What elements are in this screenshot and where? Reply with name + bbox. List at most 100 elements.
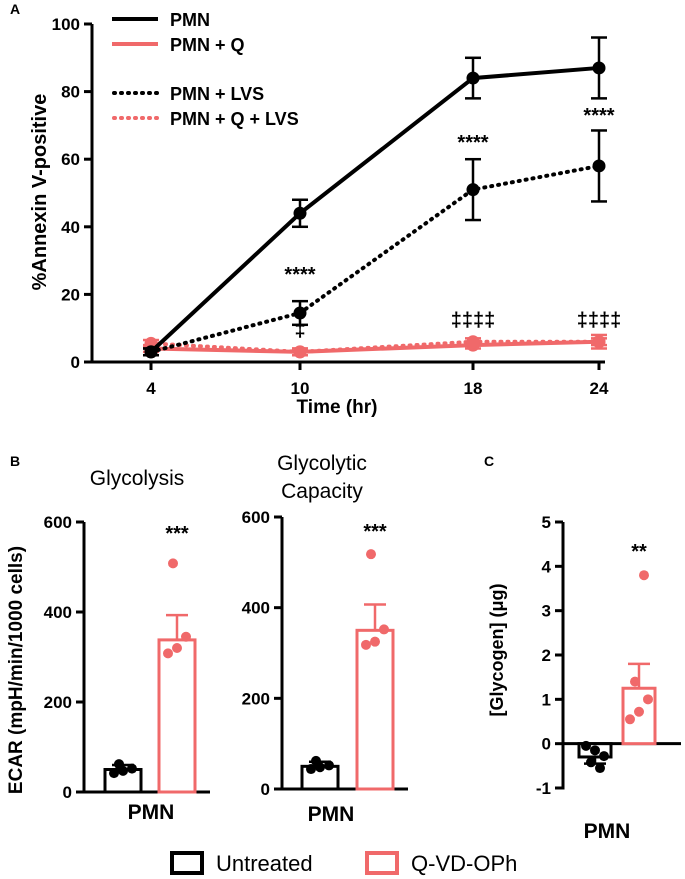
panel-label-c: C xyxy=(484,453,494,469)
panel-label-b: B xyxy=(10,453,20,469)
panel-b1-bar-chart: 0 200 400 600 *** xyxy=(44,513,210,802)
data-point-pmn xyxy=(592,61,606,75)
y-tick-label: 1 xyxy=(542,690,551,709)
y-tick-label: 5 xyxy=(542,513,551,532)
data-point-q-vd-oph xyxy=(361,639,371,650)
legend-label-pmn-q-lvs: PMN + Q + LVS xyxy=(170,109,299,129)
panel-label-a: A xyxy=(10,1,20,17)
y-tick-label: 20 xyxy=(61,285,80,304)
significance-annotation: **** xyxy=(457,132,488,154)
x-tick-label: 18 xyxy=(464,379,483,398)
bar-q-vd-oph xyxy=(157,638,197,794)
data-point-pmn-lvs xyxy=(592,159,606,173)
y-tick-label: 80 xyxy=(61,83,80,102)
y-tick-label: 600 xyxy=(242,508,270,527)
bottom-legend: Untreated Q-VD-OPh xyxy=(170,851,517,876)
y-tick-label: 600 xyxy=(44,513,72,532)
data-point-untreated xyxy=(127,763,137,774)
data-point-untreated xyxy=(114,759,124,770)
legend-label-untreated: Untreated xyxy=(216,851,313,876)
significance-annotation: *** xyxy=(363,521,387,543)
data-point-pmn xyxy=(293,206,307,220)
y-tick-label: 0 xyxy=(71,353,80,372)
y-tick-label: 60 xyxy=(61,150,80,169)
panel-c-ylabel: [Glycogen] (μg) xyxy=(487,583,507,716)
panel-b2-bar-chart: 0 200 400 600 *** xyxy=(242,508,408,799)
y-tick-label: 0 xyxy=(63,783,72,802)
legend-label-pmn: PMN xyxy=(170,10,210,30)
significance-annotation: ‡ xyxy=(294,320,305,342)
legend-label-pmn-q: PMN + Q xyxy=(170,35,245,55)
data-point-pmn xyxy=(466,71,480,85)
panel-b1-xlabel: PMN xyxy=(128,801,175,824)
y-tick-label: -1 xyxy=(536,779,551,798)
significance-annotation: ** xyxy=(631,541,647,563)
data-point-q-vd-oph xyxy=(630,676,640,687)
x-tick-label: 10 xyxy=(291,379,310,398)
panel-b-ylabel: ECAR (mpH/min/1000 cells) xyxy=(6,546,27,794)
x-tick-label: 4 xyxy=(146,379,156,398)
data-point-untreated xyxy=(306,764,316,775)
data-point-untreated xyxy=(595,763,605,774)
y-tick-label: 200 xyxy=(242,689,270,708)
y-tick-label: 200 xyxy=(44,693,72,712)
significance-annotation: ‡‡‡‡ xyxy=(577,310,622,332)
panel-a-line-chart: 0 20 40 60 80 100 4 10 18 24 **** ‡ **** ‡‡‡‡ **** ‡‡‡‡ xyxy=(52,15,622,398)
panel-c-xlabel: PMN xyxy=(584,820,631,843)
legend-swatch-untreated xyxy=(170,851,204,875)
data-point-untreated xyxy=(581,740,591,751)
y-tick-label: 2 xyxy=(542,646,551,665)
data-point-pmn-q-lvs xyxy=(466,335,480,349)
data-point-untreated xyxy=(324,760,334,771)
y-tick-label: 100 xyxy=(52,15,80,34)
y-tick-label: 4 xyxy=(542,557,552,576)
data-point-q-vd-oph xyxy=(172,643,182,653)
y-tick-label: 400 xyxy=(242,599,270,618)
data-point-q-vd-oph xyxy=(370,636,380,647)
data-point-untreated xyxy=(590,745,600,756)
significance-annotation: **** xyxy=(284,264,315,286)
panel-b2-xlabel: PMN xyxy=(308,803,355,826)
data-point-pmn-lvs xyxy=(144,345,158,359)
data-point-untreated xyxy=(599,751,609,762)
panel-a-xlabel: Time (hr) xyxy=(297,397,378,418)
significance-annotation: *** xyxy=(165,523,189,545)
y-tick-label: 40 xyxy=(61,218,80,237)
data-point-q-vd-oph xyxy=(366,549,376,560)
data-point-pmn-q-lvs xyxy=(293,345,307,359)
panel-c-bar-chart: -1 0 1 2 3 4 5 ** xyxy=(536,513,681,798)
data-point-q-vd-oph xyxy=(643,694,653,705)
series-line-pmn xyxy=(149,65,600,354)
bar-q-vd-oph xyxy=(355,628,395,791)
data-point-pmn-lvs xyxy=(466,183,480,197)
panel-b2-title-line1: Glycolytic xyxy=(277,452,367,475)
panel-a-ylabel: %Annexin V-positive xyxy=(29,94,51,291)
y-tick-label: 3 xyxy=(542,602,551,621)
data-point-q-vd-oph xyxy=(168,558,178,569)
data-point-q-vd-oph xyxy=(379,624,389,635)
data-point-untreated xyxy=(586,757,596,768)
data-point-q-vd-oph xyxy=(181,631,191,642)
legend-swatch-q-vd-oph xyxy=(365,851,399,875)
series-line-pmn-q-lvs xyxy=(149,339,601,354)
data-point-pmn-q-lvs xyxy=(592,335,606,349)
y-tick-label: 0 xyxy=(261,780,270,799)
data-point-untreated xyxy=(109,768,119,779)
panel-a-legend: PMN PMN + Q PMN + LVS PMN + Q + LVS xyxy=(112,10,299,129)
data-point-q-vd-oph xyxy=(163,648,173,659)
x-tick-label: 24 xyxy=(590,379,609,398)
y-tick-label: 400 xyxy=(44,603,72,622)
data-point-untreated xyxy=(311,755,321,766)
legend-label-q-vd-oph: Q-VD-OPh xyxy=(411,851,517,876)
legend-label-pmn-lvs: PMN + LVS xyxy=(170,84,264,104)
data-point-q-vd-oph xyxy=(625,714,635,725)
significance-annotation: **** xyxy=(583,105,614,127)
data-point-pmn-lvs xyxy=(293,306,307,320)
y-tick-label: 0 xyxy=(542,735,551,754)
panel-b2-title-line2: Capacity xyxy=(281,480,363,503)
significance-annotation: ‡‡‡‡ xyxy=(451,310,496,332)
panel-b1-title: Glycolysis xyxy=(90,467,185,490)
series-line-pmn-lvs xyxy=(149,163,601,354)
data-point-q-vd-oph xyxy=(639,570,649,581)
